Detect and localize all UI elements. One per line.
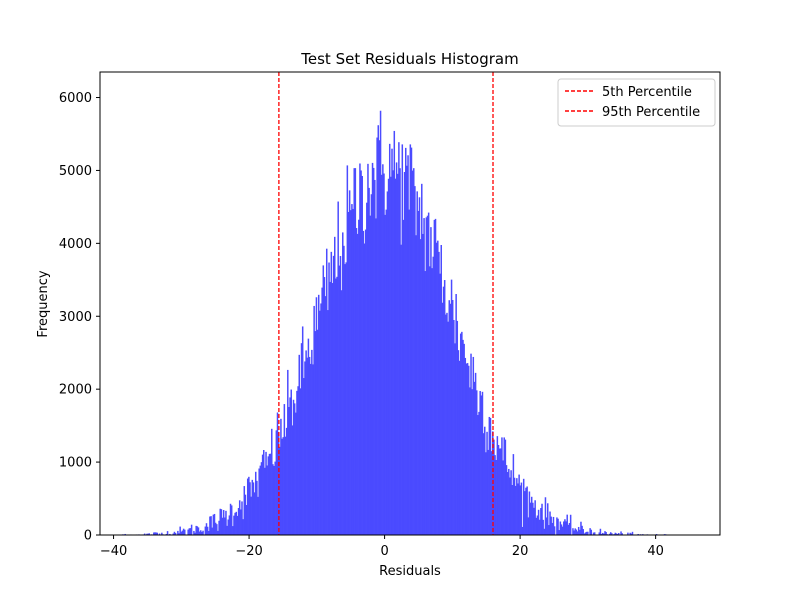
y-tick-label: 4000 <box>59 237 92 252</box>
x-tick-label: −40 <box>100 544 127 559</box>
y-tick-label: 3000 <box>59 310 92 325</box>
histogram-bar <box>570 515 572 535</box>
legend: 5th Percentile 95th Percentile <box>558 79 715 126</box>
y-tick-label: 6000 <box>59 91 92 106</box>
histogram-bar <box>202 531 204 535</box>
x-tick-label: 40 <box>647 544 664 559</box>
histogram-bar <box>184 530 186 535</box>
y-tick-label: 0 <box>84 529 92 544</box>
histogram-bar <box>591 530 593 535</box>
x-tick-label: 0 <box>380 544 388 559</box>
x-tick-label: 20 <box>512 544 529 559</box>
x-tick-label: −20 <box>235 544 262 559</box>
histogram-bar <box>191 525 193 535</box>
histogram-bar <box>554 526 556 535</box>
legend-label-95th-percentile: 95th Percentile <box>602 105 700 120</box>
y-tick-label: 2000 <box>59 383 92 398</box>
y-axis-label: Frequency <box>36 270 51 337</box>
x-axis-label: Residuals <box>379 564 441 579</box>
legend-label-5th-percentile: 5th Percentile <box>602 85 692 100</box>
y-tick-label: 5000 <box>59 164 92 179</box>
chart-title: Test Set Residuals Histogram <box>300 50 518 68</box>
histogram-bar <box>167 531 169 535</box>
y-tick-label: 1000 <box>59 456 92 471</box>
